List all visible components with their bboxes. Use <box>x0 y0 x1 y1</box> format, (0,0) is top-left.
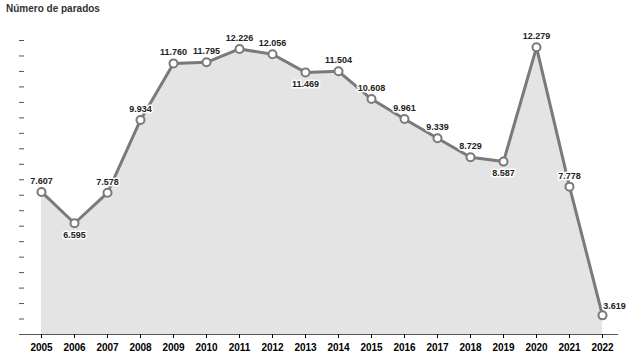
svg-text:9.934: 9.934 <box>129 104 152 114</box>
svg-text:11.760: 11.760 <box>160 47 187 57</box>
svg-text:9.961: 9.961 <box>393 103 416 113</box>
svg-text:2021: 2021 <box>558 342 581 353</box>
svg-text:2014: 2014 <box>327 342 350 353</box>
svg-text:2015: 2015 <box>360 342 383 353</box>
svg-text:8.729: 8.729 <box>459 141 482 151</box>
svg-text:2020: 2020 <box>525 342 548 353</box>
svg-text:12.226: 12.226 <box>226 33 254 43</box>
svg-text:7.578: 7.578 <box>96 177 119 187</box>
svg-text:2013: 2013 <box>294 342 317 353</box>
svg-text:2016: 2016 <box>393 342 416 353</box>
svg-text:2006: 2006 <box>63 342 86 353</box>
svg-text:11.504: 11.504 <box>325 55 352 65</box>
svg-text:6.595: 6.595 <box>63 230 86 240</box>
svg-text:7.607: 7.607 <box>30 176 53 186</box>
svg-text:2022: 2022 <box>591 342 614 353</box>
svg-text:2005: 2005 <box>30 342 53 353</box>
svg-text:7.778: 7.778 <box>558 171 581 181</box>
html-text:Número de parados: Número de parados <box>6 3 100 14</box>
svg-text:12.056: 12.056 <box>259 38 287 48</box>
svg-text:11.469: 11.469 <box>292 79 319 89</box>
svg-text:3.619: 3.619 <box>603 301 626 311</box>
svg-text:2010: 2010 <box>195 342 218 353</box>
svg-text:2011: 2011 <box>229 342 251 353</box>
svg-text:2009: 2009 <box>162 342 185 353</box>
svg-text:12.279: 12.279 <box>523 31 551 41</box>
svg-text:11.795: 11.795 <box>193 46 220 56</box>
svg-text:2008: 2008 <box>129 342 152 353</box>
svg-text:2007: 2007 <box>96 342 119 353</box>
svg-text:2017: 2017 <box>426 342 449 353</box>
svg-text:9.339: 9.339 <box>426 122 449 132</box>
svg-text:2018: 2018 <box>459 342 482 353</box>
svg-text:8.587: 8.587 <box>492 168 515 178</box>
svg-text:2019: 2019 <box>492 342 515 353</box>
svg-text:10.608: 10.608 <box>358 83 386 93</box>
svg-text:2012: 2012 <box>261 342 284 353</box>
